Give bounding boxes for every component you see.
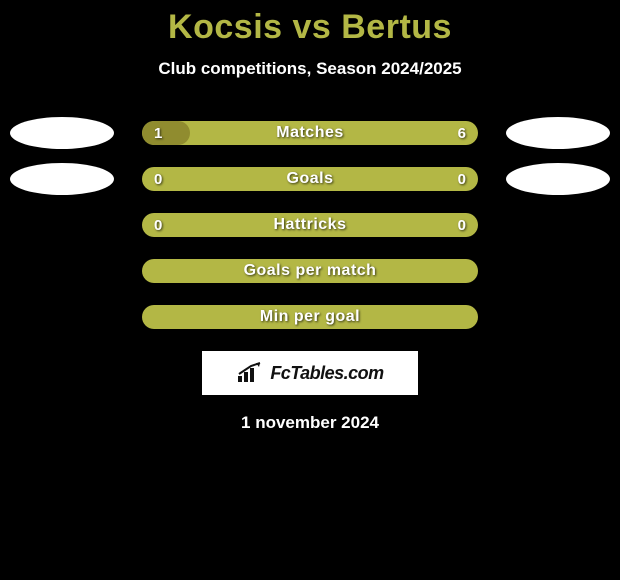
snapshot-date: 1 november 2024 (0, 413, 620, 433)
stat-bar: 0Goals0 (142, 167, 478, 191)
team-left-indicator (10, 117, 114, 149)
stat-label: Goals (142, 167, 478, 191)
chart-icon (236, 362, 264, 384)
stat-row: 0Hattricks0 (0, 213, 620, 237)
stat-value-right: 6 (458, 121, 466, 145)
subtitle: Club competitions, Season 2024/2025 (0, 59, 620, 79)
stat-bar: 1Matches6 (142, 121, 478, 145)
stat-bar: 0Hattricks0 (142, 213, 478, 237)
stat-label: Matches (142, 121, 478, 145)
brand-logo: FcTables.com (202, 351, 418, 395)
stats-list: 1Matches60Goals00Hattricks0Goals per mat… (0, 121, 620, 329)
comparison-card: Kocsis vs Bertus Club competitions, Seas… (0, 0, 620, 433)
stat-row: Goals per match (0, 259, 620, 283)
stat-value-right: 0 (458, 213, 466, 237)
page-title: Kocsis vs Bertus (0, 8, 620, 47)
stat-value-right: 0 (458, 167, 466, 191)
brand-logo-inner: FcTables.com (236, 362, 383, 384)
stat-row: Min per goal (0, 305, 620, 329)
team-right-indicator (506, 117, 610, 149)
stat-label: Min per goal (142, 305, 478, 329)
stat-row: 1Matches6 (0, 121, 620, 145)
stat-label: Goals per match (142, 259, 478, 283)
team-left-indicator (10, 163, 114, 195)
stat-row: 0Goals0 (0, 167, 620, 191)
stat-label: Hattricks (142, 213, 478, 237)
stat-bar: Min per goal (142, 305, 478, 329)
stat-bar: Goals per match (142, 259, 478, 283)
brand-logo-text: FcTables.com (270, 363, 383, 384)
team-right-indicator (506, 163, 610, 195)
